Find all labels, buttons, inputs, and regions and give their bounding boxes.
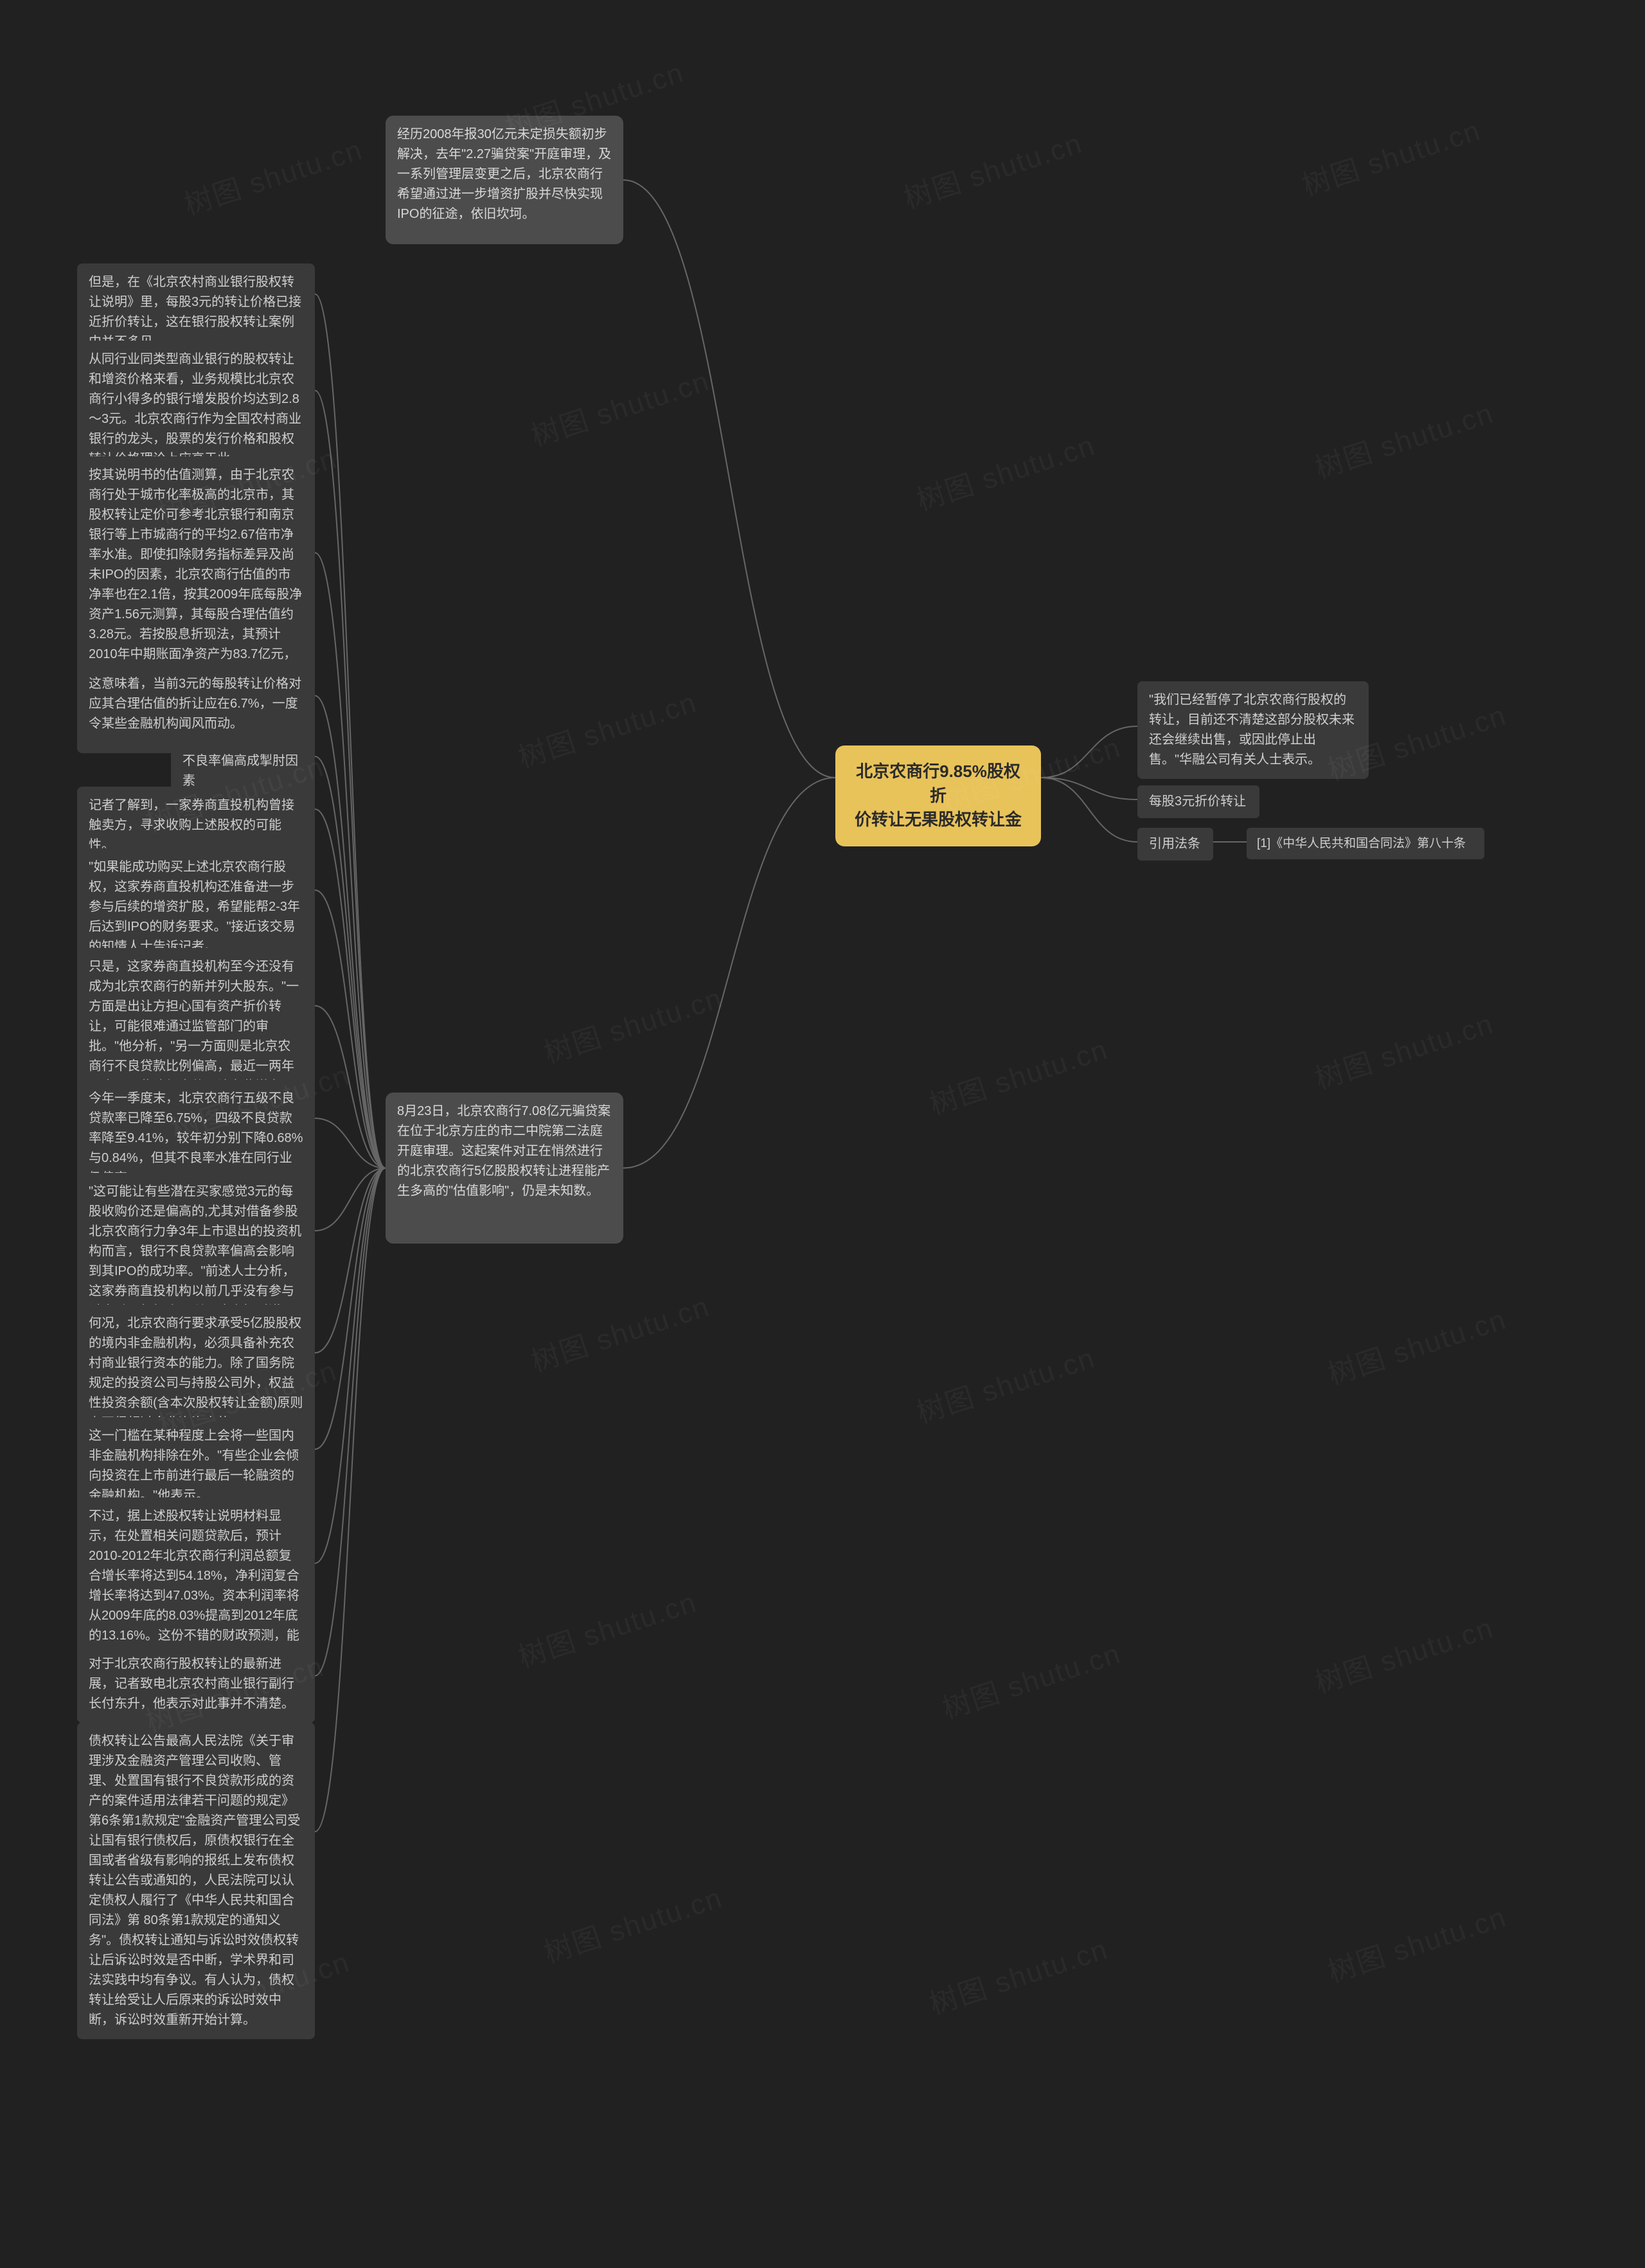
watermark: 树图 shutu.cn	[911, 1335, 1099, 1431]
connector	[623, 778, 835, 1168]
watermark: 树图 shutu.cn	[512, 1579, 701, 1675]
right-node-2: 引用法条	[1137, 828, 1213, 861]
connector	[315, 1168, 386, 1676]
watermark: 树图 shutu.cn	[1322, 1296, 1511, 1393]
watermark: 树图 shutu.cn	[898, 120, 1087, 217]
connector	[315, 756, 386, 1168]
connector	[315, 1168, 386, 1231]
watermark: 树图 shutu.cn	[936, 1630, 1125, 1727]
connector	[315, 696, 386, 1168]
connector	[315, 1168, 386, 1564]
left-node-3: 这意味着，当前3元的每股转让价格对应其合理估值的折让应在6.7%，一度令某些金融…	[77, 665, 315, 743]
connector	[315, 1006, 386, 1168]
left-node-14: 债权转让公告最高人民法院《关于审理涉及金融资产管理公司收购、管理、处置国有银行不…	[77, 1722, 315, 2039]
watermark: 树图 shutu.cn	[1309, 1605, 1498, 1701]
connector	[315, 809, 386, 1168]
right-node-1: 每股3元折价转让	[1137, 785, 1259, 818]
watermark: 树图 shutu.cn	[1296, 107, 1485, 204]
connector	[1041, 778, 1137, 842]
connector	[315, 553, 386, 1168]
watermark: 树图 shutu.cn	[178, 127, 367, 223]
watermark: 树图 shutu.cn	[911, 422, 1099, 519]
root-node: 北京农商行9.85%股权折价转让无果股权转让金	[835, 746, 1041, 846]
watermark: 树图 shutu.cn	[1322, 1894, 1511, 1990]
watermark: 树图 shutu.cn	[538, 1875, 727, 1971]
connector	[1041, 778, 1137, 799]
left-node-13: 对于北京农商行股权转让的最新进展，记者致电北京农村商业银行副行长付东升，他表示对…	[77, 1645, 315, 1723]
watermark: 树图 shutu.cn	[538, 975, 727, 1071]
connector	[315, 1168, 386, 1450]
connector	[315, 890, 386, 1168]
right-leaf-0: [1]《中华人民共和国合同法》第八十条	[1247, 828, 1484, 859]
watermark: 树图 shutu.cn	[525, 1283, 714, 1380]
watermark: 树图 shutu.cn	[512, 679, 701, 776]
watermark: 树图 shutu.cn	[1309, 1001, 1498, 1097]
watermark: 树图 shutu.cn	[923, 1926, 1112, 2022]
watermark: 树图 shutu.cn	[1309, 390, 1498, 487]
watermark: 树图 shutu.cn	[923, 1026, 1112, 1123]
connector	[315, 1168, 386, 1353]
connector	[315, 294, 386, 1168]
watermark: 树图 shutu.cn	[525, 358, 714, 454]
connector	[315, 1168, 386, 1832]
main-node-0: 经历2008年报30亿元未定损失额初步解决，去年"2.27骗贷案"开庭审理，及一…	[386, 116, 623, 244]
main-node-1: 8月23日，北京农商行7.08亿元骗贷案在位于北京方庄的市二中院第二法庭开庭审理…	[386, 1093, 623, 1244]
connector	[1041, 726, 1137, 778]
connector	[315, 391, 386, 1168]
connector	[623, 180, 835, 778]
connector	[315, 1118, 386, 1168]
right-node-0: "我们已经暂停了北京农商行股权的转让，目前还不清楚这部分股权未来还会继续出售，或…	[1137, 681, 1369, 779]
